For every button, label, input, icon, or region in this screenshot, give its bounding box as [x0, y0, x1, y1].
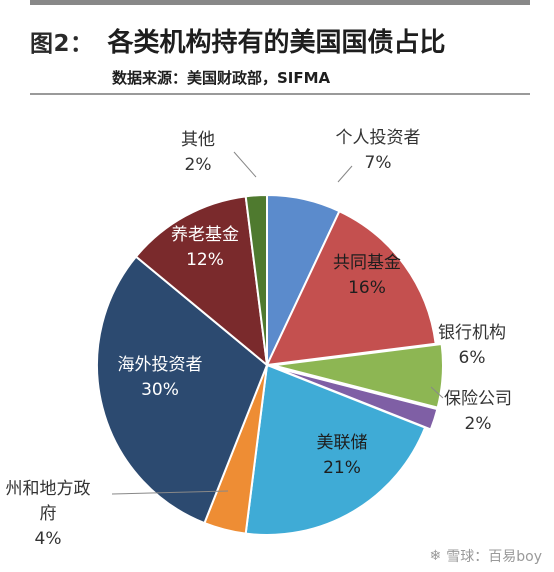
pie-slice-6 [96, 255, 269, 525]
slice-label-6: 海外投资者 30% [118, 355, 203, 400]
title-divider [30, 93, 530, 95]
pie-slice-4 [244, 363, 427, 536]
leader-line-5 [111, 490, 229, 495]
slice-label-4: 美联储 21% [317, 433, 368, 478]
watermark-text: 雪球：百易boy [446, 549, 542, 565]
slice-label-3: 保险公司 2% [444, 389, 512, 434]
pie-slice-8 [244, 193, 268, 366]
slice-label-8: 其他 2% [181, 130, 215, 175]
slice-label-5: 州和地方政府 4% [6, 479, 91, 549]
top-rule [30, 0, 530, 5]
pie-slice-1 [265, 209, 437, 367]
pie-slice-7 [134, 195, 269, 368]
leader-line-3 [430, 386, 444, 399]
slice-label-2: 银行机构 6% [438, 323, 506, 368]
leader-line-8 [233, 151, 257, 178]
slice-label-7: 养老基金 12% [171, 225, 239, 270]
pie-slice-2 [272, 342, 444, 409]
figure-number: 图2： [30, 31, 94, 57]
chart-title: 各类机构持有的美国国债占比 [107, 28, 446, 58]
slice-label-1: 共同基金 16% [333, 253, 401, 298]
watermark: ❄ 雪球：百易boy [430, 546, 542, 566]
snowball-icon: ❄ [429, 548, 442, 564]
chart-header: 图2： 各类机构持有的美国国债占比 [30, 22, 530, 62]
leader-line-0 [337, 165, 353, 183]
data-source: 数据来源：美国财政部，SIFMA [112, 69, 331, 87]
slice-label-0: 个人投资者 7% [336, 128, 421, 173]
